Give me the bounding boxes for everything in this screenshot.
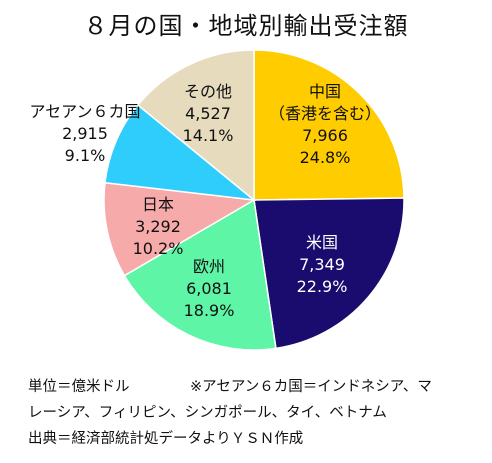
pie-slice-1 xyxy=(253,197,405,350)
pie-slice-2 xyxy=(123,198,277,351)
slice-percent-2: 18.9% xyxy=(184,301,235,320)
unit-note: 単位＝億米ドル xyxy=(28,379,130,395)
chart-notes-line-1: 単位＝億米ドル ※アセアン６カ国＝インドネシア、マ xyxy=(28,375,432,396)
slice-label-0-line-0: 中国 xyxy=(309,82,341,101)
slice-percent-3: 10.2% xyxy=(133,239,184,258)
pie-slice-4 xyxy=(104,103,257,202)
slice-label-5-line-0: その他 xyxy=(184,82,232,101)
slice-label-0-line-1: （香港を含む） xyxy=(269,104,381,123)
slice-percent-0: 24.8% xyxy=(300,148,351,167)
asean-note-continued: レーシア、フィリピン、シンガポール、タイ、ベトナム xyxy=(28,405,387,421)
slice-label-4-line-0: アセアン６カ国 xyxy=(29,102,140,121)
pie-slice-0 xyxy=(253,49,405,201)
slice-label-2-line-0: 欧州 xyxy=(193,257,225,276)
slice-label-3-line-0: 日本 xyxy=(142,195,174,214)
slice-value-3: 3,292 xyxy=(135,217,181,236)
pie-slice-5 xyxy=(136,49,255,202)
asean-note: ※アセアン６カ国＝インドネシア、マ xyxy=(190,379,432,395)
pie-chart: 中国 （香港を含む） 7,966 24.8% 米国 7,349 22.9% 欧州 6,081 18… xyxy=(29,49,405,351)
slice-value-0: 7,966 xyxy=(302,126,348,145)
slice-value-2: 6,081 xyxy=(186,279,232,298)
slice-percent-1: 22.9% xyxy=(297,277,348,296)
slice-value-4: 2,915 xyxy=(62,124,108,143)
slice-label-1-line-0: 米国 xyxy=(306,233,338,252)
slice-value-5: 4,527 xyxy=(185,104,231,123)
slice-percent-5: 14.1% xyxy=(183,126,234,145)
source-note: 出典＝経済部統計処データよりＹＳＮ作成 xyxy=(28,431,304,447)
pie-slice-3 xyxy=(103,181,257,277)
slice-value-1: 7,349 xyxy=(299,255,345,274)
chart-title: ８月の国・地域別輸出受注額 xyxy=(83,12,409,40)
slice-percent-4: 9.1% xyxy=(65,146,106,165)
